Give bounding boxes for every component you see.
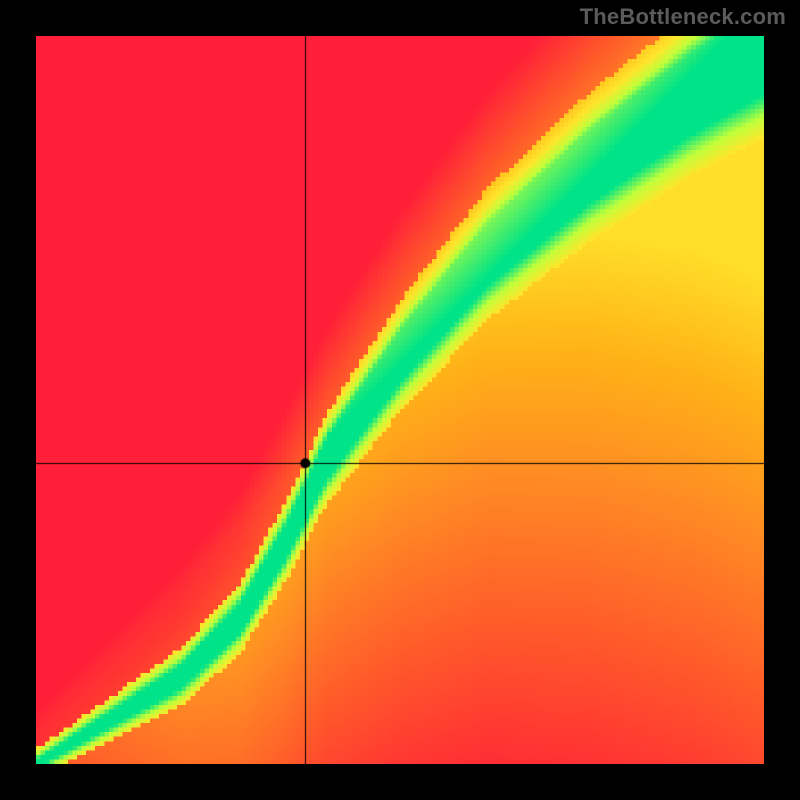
bottleneck-heatmap bbox=[36, 36, 764, 764]
heatmap-overlay bbox=[36, 36, 764, 764]
attribution-text: TheBottleneck.com bbox=[580, 4, 786, 30]
chart-frame: TheBottleneck.com bbox=[0, 0, 800, 800]
